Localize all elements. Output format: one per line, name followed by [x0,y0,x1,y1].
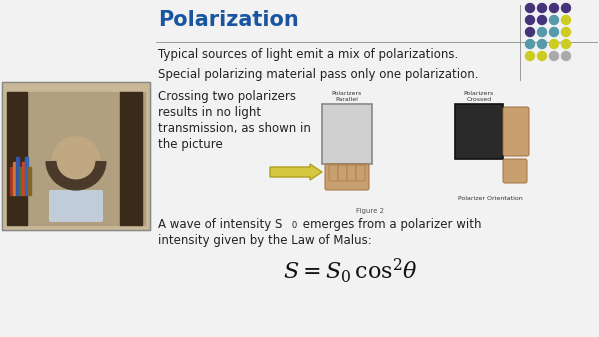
Circle shape [537,28,546,36]
FancyBboxPatch shape [356,165,365,181]
Circle shape [537,39,546,49]
Text: Polarization: Polarization [158,10,299,30]
FancyBboxPatch shape [329,165,338,181]
Circle shape [537,52,546,61]
Bar [13,162,16,195]
Circle shape [549,39,558,49]
Circle shape [525,28,534,36]
FancyBboxPatch shape [325,164,369,190]
Circle shape [525,39,534,49]
Bar [7,92,27,225]
Text: transmission, as shown in: transmission, as shown in [158,122,311,135]
Text: $S = S_0\,\cos^2\!\theta$: $S = S_0\,\cos^2\!\theta$ [283,256,418,285]
Bar [2,82,150,230]
Circle shape [561,16,570,25]
Circle shape [525,16,534,25]
Text: intensity given by the Law of Malus:: intensity given by the Law of Malus: [158,234,372,247]
Text: Polarizers
Crossed: Polarizers Crossed [464,91,494,102]
Bar [322,104,372,164]
FancyBboxPatch shape [347,165,356,181]
Circle shape [52,137,100,185]
Circle shape [561,28,570,36]
Bar [28,167,31,195]
Bar [22,162,25,195]
Bar [2,82,150,230]
Text: Figure 2: Figure 2 [356,208,384,214]
Circle shape [561,3,570,12]
Text: A wave of intensity S: A wave of intensity S [158,218,282,231]
Circle shape [549,16,558,25]
Text: Special polarizing material pass only one polarization.: Special polarizing material pass only on… [158,68,479,81]
Circle shape [561,39,570,49]
Circle shape [537,3,546,12]
Text: the picture: the picture [158,138,223,151]
Circle shape [525,3,534,12]
Circle shape [525,52,534,61]
FancyBboxPatch shape [503,107,529,156]
Bar [120,92,142,225]
Bar [455,104,503,159]
Bar [7,92,145,225]
Bar [25,157,28,195]
Text: Typical sources of light emit a mix of polarizations.: Typical sources of light emit a mix of p… [158,48,458,61]
Circle shape [549,28,558,36]
Text: Polarizer Orientation: Polarizer Orientation [458,196,522,201]
Circle shape [549,3,558,12]
Bar [19,167,22,195]
Text: Polarizers
Parallel: Polarizers Parallel [332,91,362,102]
Bar [10,167,13,195]
Circle shape [549,52,558,61]
Text: emerges from a polarizer with: emerges from a polarizer with [299,218,482,231]
Text: Crossing two polarizers: Crossing two polarizers [158,90,296,103]
Text: 0: 0 [292,221,297,230]
Text: results in no light: results in no light [158,106,261,119]
Circle shape [561,52,570,61]
Bar [16,157,19,195]
FancyBboxPatch shape [503,159,527,183]
FancyArrow shape [270,164,322,180]
Circle shape [537,16,546,25]
FancyBboxPatch shape [49,190,103,222]
FancyBboxPatch shape [338,165,347,181]
